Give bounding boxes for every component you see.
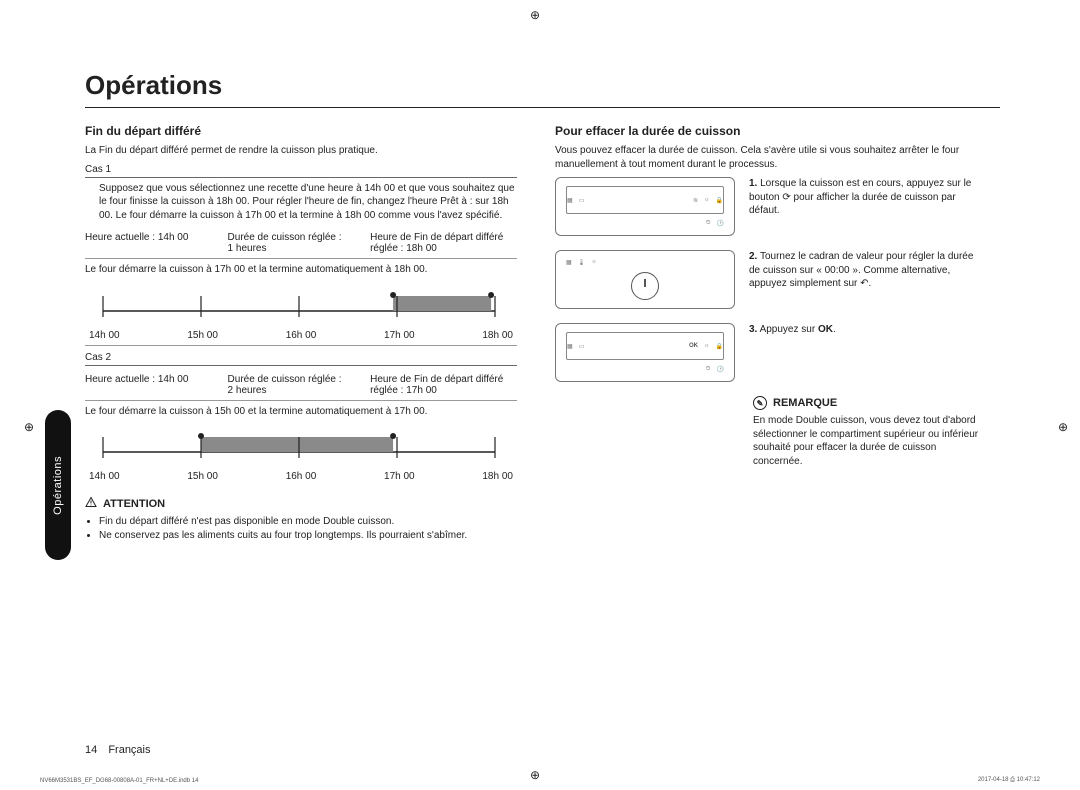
case2-timeline: 14h 00 15h 00 16h 00 17h 00 18h 00 (85, 424, 517, 486)
light-icon: ☼ (591, 259, 597, 266)
tl1-label: 16h 00 (286, 330, 317, 341)
step-body: Appuyez sur OK. (760, 324, 836, 335)
panel-screen: ▦ ▭ OK ☼ 🔒 (566, 332, 724, 360)
page-number: 14 (85, 744, 97, 756)
attention-label: ATTENTION (103, 498, 165, 510)
case1-subtext: Le four démarre la cuisson à 17h 00 et l… (85, 259, 517, 277)
right-column: Pour effacer la durée de cuisson Vous po… (555, 124, 987, 542)
right-heading: Pour effacer la durée de cuisson (555, 124, 987, 138)
temp-icon: 🌡 (578, 259, 586, 266)
note-heading: ✎ REMARQUE (753, 396, 987, 410)
case2-label: Cas 2 (85, 352, 517, 366)
timer-icon: ⏲ (706, 366, 711, 373)
note-label: REMARQUE (773, 397, 837, 409)
case1-text: Supposez que vous sélectionnez une recet… (99, 182, 517, 223)
tl2-label: 14h 00 (89, 471, 120, 482)
registration-mark-right: ⊕ (1058, 420, 1068, 434)
control-panel-illustration: ▦ ▭ OK ☼ 🔒 ⏲ 🕒 (555, 323, 735, 382)
mode-icon: ▦ (567, 343, 573, 350)
tl1-label: 15h 00 (187, 330, 218, 341)
step-body: Tournez le cadran de valeur pour régler … (749, 251, 973, 289)
page-title: Opérations (85, 70, 1000, 108)
step-number: 2. (749, 251, 757, 262)
page-content: Opérations Fin du départ différé La Fin … (85, 70, 1000, 542)
section-tab-label: Opérations (52, 456, 64, 515)
case1-timeline: 14h 00 15h 00 16h 00 17h 00 18h 00 (85, 283, 517, 346)
step-1-text: 1. Lorsque la cuisson est en cours, appu… (749, 177, 987, 236)
timeline1-labels: 14h 00 15h 00 16h 00 17h 00 18h 00 (89, 330, 513, 341)
attention-item: Fin du départ différé n'est pas disponib… (99, 515, 517, 529)
page-language: Français (108, 744, 150, 756)
attention-item: Ne conservez pas les aliments cuits au f… (99, 529, 517, 543)
mode-icon: ▦ (566, 259, 572, 266)
light-icon: ☼ (704, 197, 710, 203)
note-block: ✎ REMARQUE En mode Double cuisson, vous … (753, 396, 987, 468)
oven-icon: ▭ (579, 197, 585, 204)
step-body: Lorsque la cuisson est en cours, appuyez… (749, 178, 971, 216)
case1-label: Cas 1 (85, 164, 517, 178)
ok-icon: OK (689, 343, 698, 349)
lock-icon: 🔒 (716, 197, 723, 204)
control-panel-illustration: ▦ 🌡 ☼ (555, 250, 735, 309)
dial-icon (631, 272, 659, 300)
oven-icon: ▭ (579, 343, 585, 350)
timeline1-svg (89, 289, 509, 323)
tl1-label: 18h 00 (482, 330, 513, 341)
left-intro: La Fin du départ différé permet de rendr… (85, 144, 517, 158)
tl2-label: 18h 00 (482, 471, 513, 482)
light-icon: ☼ (704, 343, 710, 349)
print-footer-left: NV66M3531BS_EF_DG68-00808A-01_FR+NL+DE.i… (40, 778, 198, 784)
clock-icon: 🕒 (717, 366, 724, 373)
timer-icon: ⏲ (706, 220, 711, 227)
step-number: 1. (749, 178, 757, 189)
case2-subtext: Le four démarre la cuisson à 15h 00 et l… (85, 401, 517, 419)
print-footer-right: 2017-04-18 ⎙ 10:47:12 (978, 777, 1040, 784)
step-3: ▦ ▭ OK ☼ 🔒 ⏲ 🕒 3. Appuyez sur OK. (555, 323, 987, 382)
clock-icon: 🕒 (717, 220, 724, 227)
mode-icon: ▦ (567, 197, 573, 204)
case1-info-row: Heure actuelle : 14h 00 Durée de cuisson… (85, 228, 517, 259)
page-footer: 14 Français (85, 744, 151, 756)
note-text: En mode Double cuisson, vous devez tout … (753, 414, 987, 468)
tl2-label: 15h 00 (187, 471, 218, 482)
lock-icon: 🔒 (716, 343, 723, 350)
step-2-text: 2. Tournez le cadran de valeur pour régl… (749, 250, 987, 309)
step-number: 3. (749, 324, 757, 335)
case1-current-time: Heure actuelle : 14h 00 (85, 232, 228, 254)
control-panel-illustration: ▦ ▭ ≋ ☼ 🔒 ⏲ 🕒 (555, 177, 735, 236)
timeline2-svg (89, 430, 509, 464)
steam-icon: ≋ (693, 197, 698, 204)
right-intro: Vous pouvez effacer la durée de cuisson.… (555, 144, 987, 171)
left-heading: Fin du départ différé (85, 124, 517, 138)
tl1-label: 17h 00 (384, 330, 415, 341)
warning-icon (85, 496, 97, 511)
case2-duration: Durée de cuisson réglée : 2 heures (228, 374, 371, 396)
tl2-label: 17h 00 (384, 471, 415, 482)
left-column: Fin du départ différé La Fin du départ d… (85, 124, 517, 542)
case1-end-time: Heure de Fin de départ différé réglée : … (370, 232, 517, 254)
registration-mark-top: ⊕ (530, 8, 540, 22)
case1-duration: Durée de cuisson réglée : 1 heures (228, 232, 371, 254)
case2-end-time: Heure de Fin de départ différé réglée : … (370, 374, 517, 396)
registration-mark-left: ⊕ (24, 420, 34, 434)
registration-mark-bottom: ⊕ (530, 768, 540, 782)
attention-list: Fin du départ différé n'est pas disponib… (85, 515, 517, 542)
section-tab: Opérations (45, 410, 71, 560)
step-2: ▦ 🌡 ☼ 2. Tournez le cadran de valeur pou… (555, 250, 987, 309)
timeline2-labels: 14h 00 15h 00 16h 00 17h 00 18h 00 (89, 471, 513, 482)
panel-screen: ▦ ▭ ≋ ☼ 🔒 (566, 186, 724, 214)
tl1-label: 14h 00 (89, 330, 120, 341)
case2-current-time: Heure actuelle : 14h 00 (85, 374, 228, 396)
note-icon: ✎ (753, 396, 767, 410)
step-3-text: 3. Appuyez sur OK. (749, 323, 987, 382)
attention-heading: ATTENTION (85, 496, 517, 511)
step-1: ▦ ▭ ≋ ☼ 🔒 ⏲ 🕒 1. Lorsque la cuisson est … (555, 177, 987, 236)
tl2-label: 16h 00 (286, 471, 317, 482)
case2-info-row: Heure actuelle : 14h 00 Durée de cuisson… (85, 370, 517, 401)
